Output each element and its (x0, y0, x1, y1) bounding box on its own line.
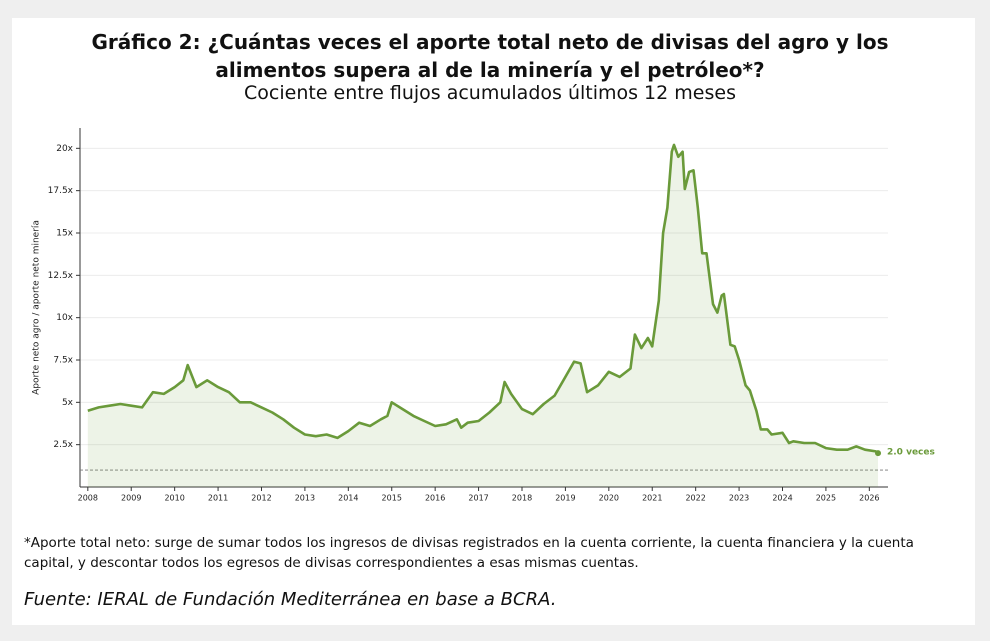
y-tick-label: 10x (56, 313, 73, 323)
source: Fuente: IERAL de Fundación Mediterránea … (24, 589, 557, 610)
y-tick-label: 17.5x (48, 186, 74, 196)
x-tick-label: 2024 (772, 494, 792, 503)
chart-subtitle: Cociente entre flujos acumulados últimos… (244, 82, 736, 104)
x-tick-label: 2022 (685, 494, 705, 503)
x-tick-label: 2021 (642, 494, 662, 503)
x-tick-label: 2019 (555, 494, 575, 503)
x-tick-label: 2016 (425, 494, 445, 503)
x-tick-label: 2012 (251, 494, 271, 503)
x-tick-label: 2008 (78, 494, 98, 503)
area (87, 144, 879, 487)
x-tick-label: 2015 (382, 494, 402, 503)
x-tick-label: 2014 (338, 494, 358, 503)
chart-title: Gráfico 2: ¿Cuántas veces el aporte tota… (91, 30, 889, 82)
y-axis-label: Aporte neto agro / aporte neto minería (32, 220, 42, 395)
x-tick-label: 2010 (164, 494, 184, 503)
x-tick-label: 2013 (295, 494, 315, 503)
x-tick-label: 2026 (859, 494, 879, 503)
x-tick-label: 2011 (208, 494, 228, 503)
x-tick-label: 2023 (729, 494, 749, 503)
x-tick-label: 2020 (599, 494, 619, 503)
y-tick-label: 5x (62, 398, 74, 408)
y-tick-label: 2.5x (53, 440, 73, 450)
x-tick-label: 2009 (121, 494, 141, 503)
y-tick-label: 7.5x (53, 355, 73, 365)
end-point (875, 450, 882, 457)
y-tick-label: 12.5x (48, 271, 74, 281)
annotation: 2.0 veces (887, 448, 935, 458)
x-tick-label: 2025 (816, 494, 836, 503)
line (87, 143, 879, 455)
footnote: *Aporte total neto: surge de sumar todos… (24, 535, 914, 571)
y-tick-label: 15x (56, 228, 73, 238)
card (12, 18, 975, 625)
x-tick-label: 2017 (468, 494, 488, 503)
x-tick-label: 2018 (512, 494, 532, 503)
y-tick-label: 20x (56, 144, 73, 154)
